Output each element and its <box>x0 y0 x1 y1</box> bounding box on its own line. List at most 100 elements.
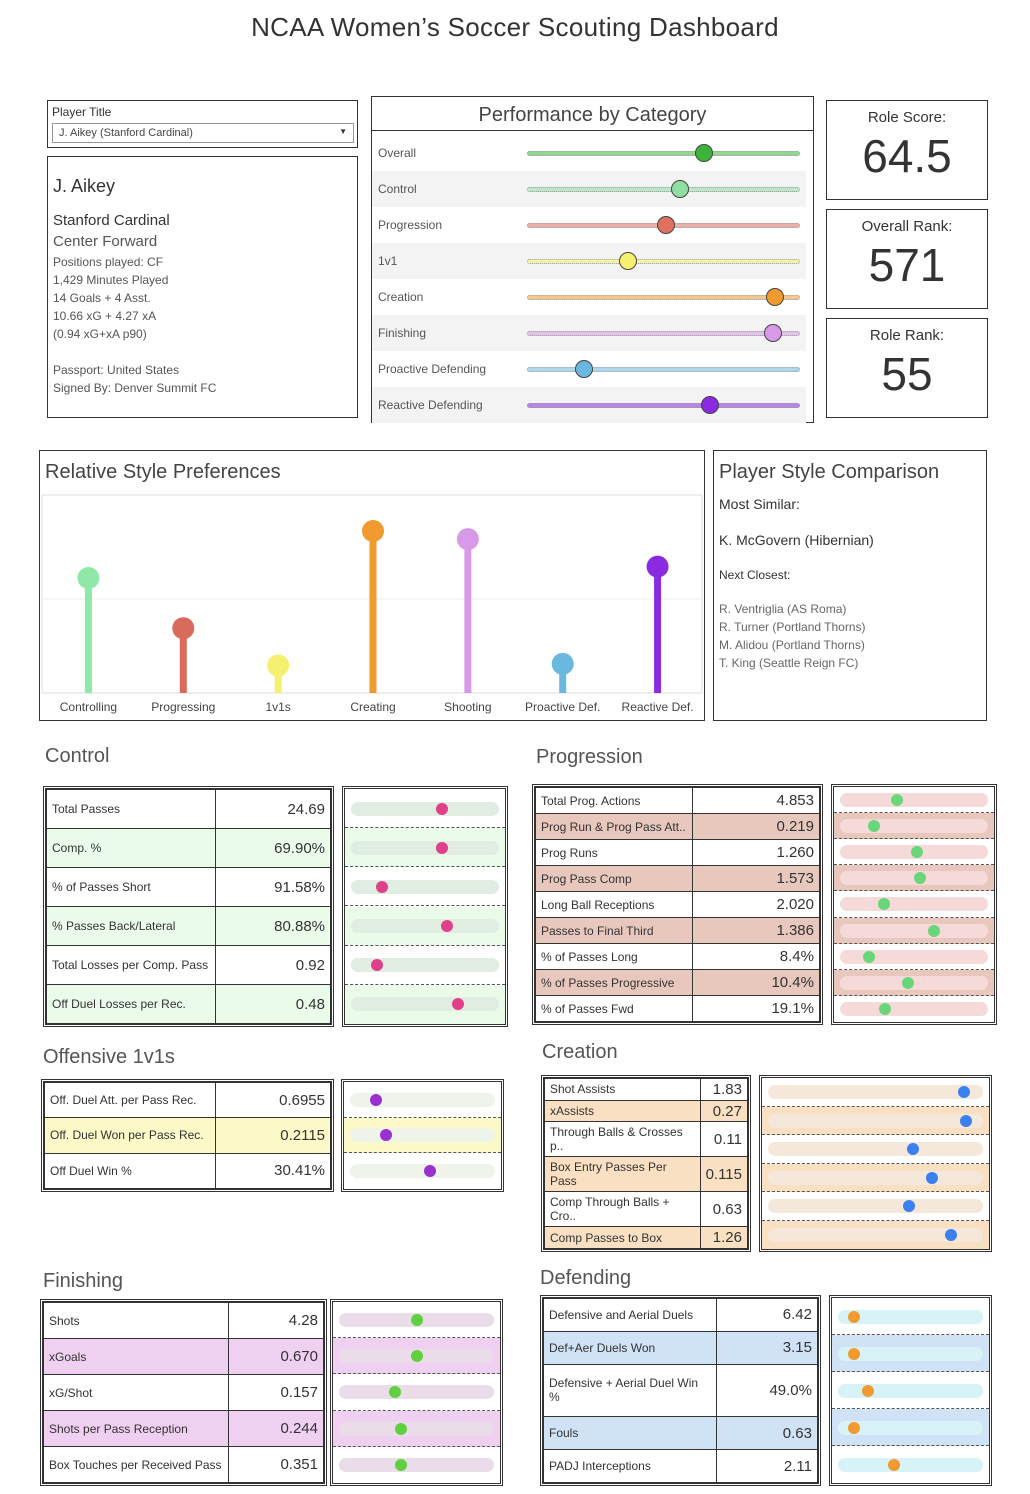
table-row[interactable]: Off. Duel Won per Pass Rec. 0.2115 <box>44 1117 331 1154</box>
metric-player-dot[interactable] <box>926 1171 939 1184</box>
metric-player-dot[interactable] <box>371 959 384 972</box>
metric-player-dot[interactable] <box>960 1114 973 1127</box>
table-row[interactable]: Prog Pass Comp 1.573 <box>535 865 820 892</box>
table-row[interactable]: Def+Aer Duels Won 3.15 <box>543 1330 818 1365</box>
table-row[interactable]: Total Prog. Actions 4.853 <box>535 787 820 814</box>
table-row[interactable]: Off Duel Losses per Rec. 0.48 <box>46 984 331 1024</box>
metric-band <box>333 1338 500 1375</box>
performance-player-dot[interactable] <box>619 252 637 270</box>
table-row[interactable]: Shots per Pass Reception 0.244 <box>43 1410 324 1447</box>
metric-player-dot[interactable] <box>379 1129 392 1142</box>
metric-band <box>345 984 505 1024</box>
table-row[interactable]: Total Losses per Comp. Pass 0.92 <box>46 945 331 985</box>
metric-player-dot[interactable] <box>848 1421 861 1434</box>
metric-player-dot[interactable] <box>375 880 388 893</box>
table-row[interactable]: Off. Duel Att. per Pass Rec. 0.6955 <box>44 1081 331 1119</box>
metric-player-dot[interactable] <box>907 1143 920 1156</box>
metric-player-dot[interactable] <box>440 920 453 933</box>
metric-player-dot[interactable] <box>928 924 941 937</box>
metric-player-dot[interactable] <box>848 1310 861 1323</box>
metric-player-dot[interactable] <box>423 1165 436 1178</box>
table-row[interactable]: % of Passes Short 91.58% <box>46 867 331 907</box>
table-row[interactable]: Off Duel Win % 30.41% <box>44 1152 331 1190</box>
table-row[interactable]: Comp. % 69.90% <box>46 828 331 868</box>
table-row[interactable]: Long Ball Receptions 2.020 <box>535 891 820 918</box>
performance-panel: Performance by Category Overall Control Pr… <box>371 96 814 423</box>
performance-row-label: Finishing <box>378 326 427 340</box>
table-row[interactable]: Shots 4.28 <box>43 1302 324 1339</box>
metric-player-dot[interactable] <box>958 1086 971 1099</box>
chevron-down-icon[interactable]: ▼ <box>339 127 347 136</box>
metric-player-dot[interactable] <box>395 1458 408 1471</box>
metric-player-dot[interactable] <box>862 1384 875 1397</box>
metric-player-dot[interactable] <box>867 820 880 833</box>
most-similar-player: K. McGovern (Hibernian) <box>719 532 874 548</box>
metric-player-dot[interactable] <box>945 1228 958 1241</box>
finishing-heading: Finishing <box>43 1270 124 1292</box>
metric-player-dot[interactable] <box>903 1200 916 1213</box>
metric-player-dot[interactable] <box>877 898 890 911</box>
table-row[interactable]: Shot Assists 1.83 <box>544 1078 749 1101</box>
metric-label: % of Passes Fwd <box>535 995 693 1022</box>
table-row[interactable]: Defensive and Aerial Duels 6.42 <box>543 1298 818 1332</box>
metric-player-dot[interactable] <box>436 841 449 854</box>
metric-player-dot[interactable] <box>890 794 903 807</box>
performance-player-dot[interactable] <box>766 288 785 306</box>
metric-player-dot[interactable] <box>848 1347 861 1360</box>
metric-player-dot[interactable] <box>436 802 449 815</box>
metric-player-dot[interactable] <box>887 1458 900 1471</box>
style-dot-6 <box>646 555 669 578</box>
table-row[interactable]: Prog Runs 1.260 <box>535 839 820 866</box>
metric-player-dot[interactable] <box>879 1002 892 1015</box>
performance-player-dot[interactable] <box>695 144 714 162</box>
table-row[interactable]: Prog Run & Prog Pass Att.. 0.219 <box>535 813 820 840</box>
metric-player-dot[interactable] <box>910 846 923 859</box>
performance-player-dot[interactable] <box>670 180 689 198</box>
metric-player-dot[interactable] <box>452 998 465 1011</box>
metric-player-dot[interactable] <box>410 1314 423 1327</box>
table-row[interactable]: Through Balls & Crosses p.. 0.11 <box>544 1121 749 1158</box>
metric-track <box>351 997 499 1012</box>
metric-value: 0.6955 <box>215 1081 331 1119</box>
metric-player-dot[interactable] <box>410 1350 423 1363</box>
metric-player-dot[interactable] <box>913 872 926 885</box>
metric-player-dot[interactable] <box>395 1422 408 1435</box>
table-row[interactable]: xG/Shot 0.157 <box>43 1374 324 1411</box>
performance-track <box>527 295 800 300</box>
performance-player-dot[interactable] <box>763 324 782 342</box>
metric-band <box>834 839 994 866</box>
metric-player-dot[interactable] <box>863 950 876 963</box>
table-row[interactable]: xAssists 0.27 <box>544 1099 749 1123</box>
metric-player-dot[interactable] <box>902 976 915 989</box>
table-row[interactable]: % of Passes Progressive 10.4% <box>535 969 820 996</box>
table-row[interactable]: Comp Through Balls + Cro.. 0.63 <box>544 1191 749 1228</box>
table-row[interactable]: Fouls 0.63 <box>543 1416 818 1451</box>
player-select[interactable]: J. Aikey (Stanford Cardinal) ▼ <box>52 123 354 143</box>
metric-track <box>840 819 988 834</box>
table-row[interactable]: Passes to Final Third 1.386 <box>535 917 820 944</box>
metric-label: Off Duel Win % <box>44 1152 216 1190</box>
metric-player-dot[interactable] <box>369 1093 382 1106</box>
style-label-0: Controlling <box>60 700 117 714</box>
metric-player-dot[interactable] <box>389 1386 402 1399</box>
metric-label: Through Balls & Crosses p.. <box>544 1121 701 1158</box>
metric-label: Off. Duel Att. per Pass Rec. <box>44 1081 216 1119</box>
style-label-2: 1v1s <box>265 700 290 714</box>
table-row[interactable]: Comp Passes to Box 1.26 <box>544 1226 749 1249</box>
table-row[interactable]: % Passes Back/Lateral 80.88% <box>46 906 331 946</box>
table-row[interactable]: Box Entry Passes Per Pass 0.115 <box>544 1156 749 1193</box>
table-row[interactable]: Total Passes 24.69 <box>46 789 331 829</box>
metric-band <box>832 1335 989 1372</box>
metric-band <box>333 1374 500 1411</box>
performance-player-dot[interactable] <box>700 396 719 414</box>
table-row[interactable]: xGoals 0.670 <box>43 1338 324 1375</box>
table-row[interactable]: Box Touches per Received Pass 0.351 <box>43 1446 324 1483</box>
table-row[interactable]: Defensive + Aerial Duel Win % 49.0% <box>543 1363 818 1418</box>
performance-player-dot[interactable] <box>575 360 594 378</box>
performance-player-dot[interactable] <box>657 216 676 234</box>
table-row[interactable]: PADJ Interceptions 2.11 <box>543 1449 818 1483</box>
metric-value: 0.115 <box>699 1156 749 1193</box>
style-dot-5 <box>551 652 574 675</box>
table-row[interactable]: % of Passes Long 8.4% <box>535 943 820 970</box>
table-row[interactable]: % of Passes Fwd 19.1% <box>535 995 820 1022</box>
